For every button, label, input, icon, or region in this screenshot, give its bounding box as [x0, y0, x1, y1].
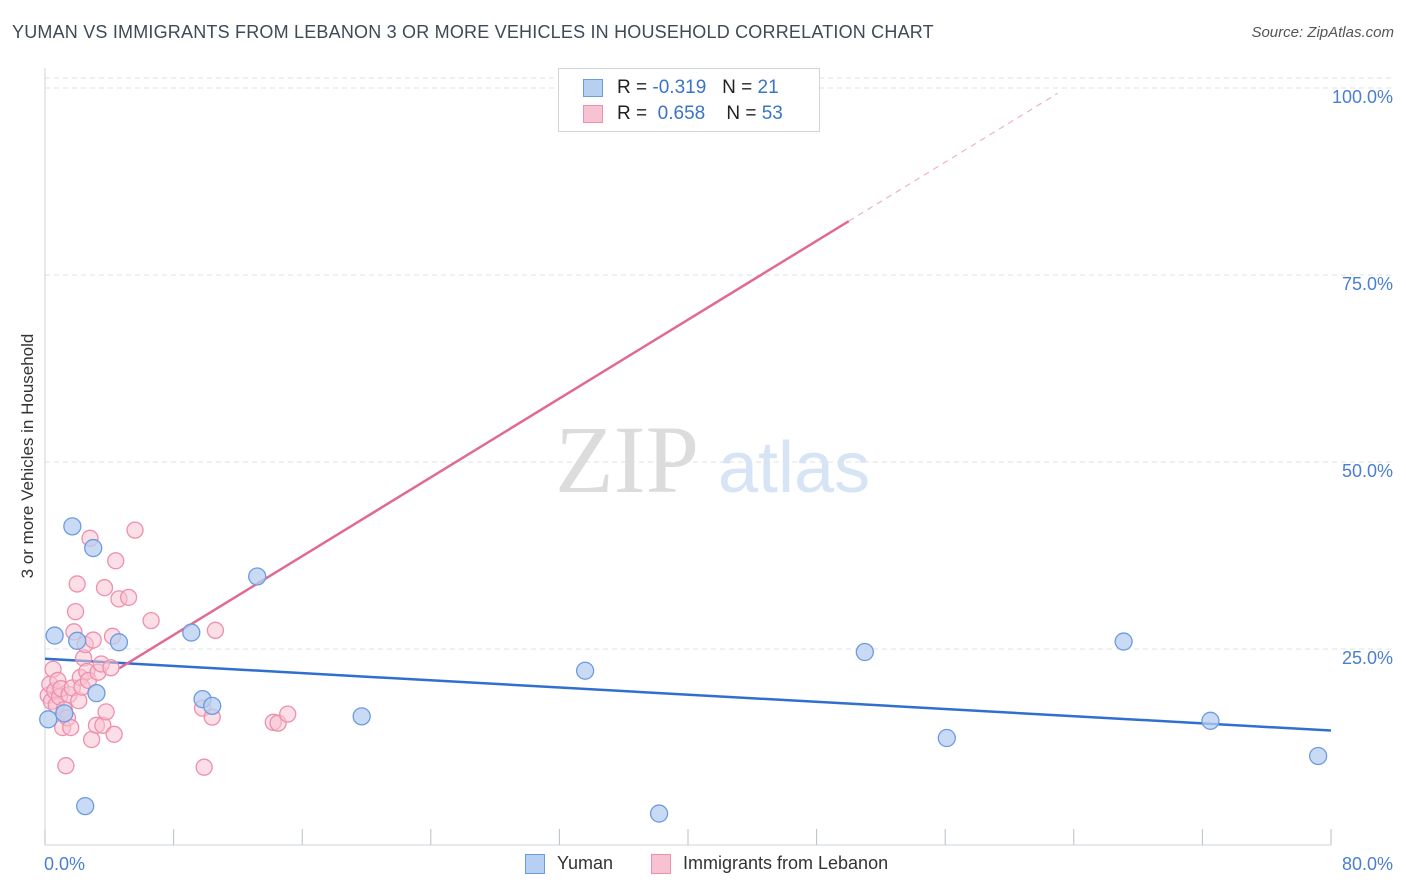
yuman-point — [649, 804, 669, 823]
grid-lines — [45, 77, 1393, 650]
yuman-point — [937, 728, 956, 748]
lebanon-point — [68, 575, 86, 593]
lebanon-point — [142, 611, 160, 630]
tick-labels: 25.0% 50.0% 75.0% 100.0% 0.0% 80.0% — [44, 87, 1393, 874]
y-axis-title: 3 or more Vehicles in Household — [18, 333, 37, 579]
lebanon-point — [107, 552, 125, 570]
yuman-swatch — [583, 79, 603, 97]
lebanon-swatch — [583, 105, 603, 123]
yuman-point — [45, 626, 64, 645]
yuman-swatch — [525, 854, 545, 874]
lebanon-point — [66, 602, 85, 621]
n-label: N = — [722, 77, 753, 98]
legend-label: Immigrants from Lebanon — [683, 853, 889, 873]
yuman-point — [182, 623, 201, 642]
r-value: 0.658 — [657, 103, 706, 124]
yuman-point — [352, 707, 371, 726]
y-tick-label: 100.0% — [1332, 87, 1393, 107]
lebanon-point — [119, 588, 138, 607]
r-label: R = — [617, 77, 648, 98]
watermark-zip: ZIP — [555, 406, 699, 513]
lebanon-trend-line — [118, 220, 850, 670]
yuman-point — [84, 538, 103, 558]
yuman-point — [68, 631, 87, 650]
n-value: 53 — [761, 103, 783, 124]
yuman-point — [39, 710, 58, 729]
lebanon-point — [95, 579, 114, 597]
yuman-point — [109, 633, 129, 652]
lebanon-point — [279, 705, 297, 723]
x-tick-label: 80.0% — [1342, 854, 1393, 874]
lebanon-swatch — [651, 854, 671, 874]
lebanon-point — [57, 757, 75, 775]
watermark-atlas: atlas — [718, 428, 870, 508]
r-label: R = — [617, 103, 648, 124]
lebanon-point — [206, 621, 225, 639]
yuman-point — [203, 696, 222, 716]
data-points — [39, 88, 1328, 823]
lebanon-point — [126, 521, 144, 539]
stats-box: R = -0.319 N = 21 R = 0.658 N = 53 — [558, 68, 820, 132]
y-tick-label: 50.0% — [1342, 461, 1393, 481]
n-value: 21 — [757, 77, 779, 98]
lebanon-point — [105, 725, 123, 743]
lebanon-point — [97, 703, 115, 721]
lebanon-point — [195, 758, 213, 776]
source-label: Source: ZipAtlas.com — [1251, 24, 1394, 41]
yuman-point — [248, 567, 267, 586]
yuman-point — [87, 684, 106, 703]
y-tick-label: 75.0% — [1342, 274, 1393, 294]
x-tick-label: 0.0% — [44, 854, 85, 874]
legend-label: Yuman — [557, 853, 614, 873]
trend-lines — [44, 92, 1332, 732]
yuman-point — [1201, 711, 1220, 730]
yuman-point — [76, 796, 95, 816]
lebanon-point — [102, 659, 120, 677]
yuman-point — [575, 661, 595, 680]
lebanon-point — [84, 631, 102, 649]
y-tick-label: 25.0% — [1342, 648, 1393, 668]
yuman-point — [63, 517, 82, 536]
n-label: N = — [726, 103, 757, 124]
watermark: ZIP atlas — [555, 406, 870, 513]
chart-title: YUMAN VS IMMIGRANTS FROM LEBANON 3 OR MO… — [12, 22, 934, 42]
legend: Yuman Immigrants from Lebanon — [0, 852, 1406, 878]
yuman-point — [1308, 746, 1328, 766]
yuman-point — [55, 704, 74, 723]
yuman-point — [1114, 632, 1133, 651]
lebanon-trend-extension — [848, 92, 1059, 222]
r-value: -0.319 — [652, 77, 707, 98]
yuman-trend-line — [44, 657, 1332, 732]
yuman-point — [855, 642, 874, 662]
